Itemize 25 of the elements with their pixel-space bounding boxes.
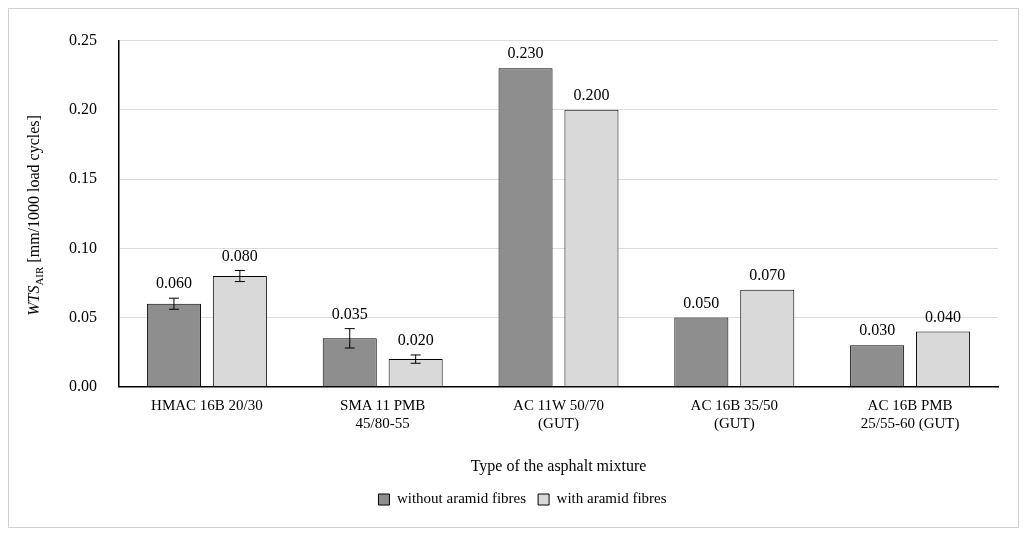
data-label: 0.070: [749, 266, 786, 284]
y-tick-label: 0.05: [69, 307, 97, 325]
legend-label: with aramid fibres: [556, 490, 667, 507]
x-tick-label: HMAC 16B 20/30: [151, 396, 263, 413]
y-axis-title: WTSAIR [mm/1000 load cycles]: [25, 115, 45, 316]
data-label: 0.060: [155, 274, 192, 292]
data-label: 0.030: [859, 321, 896, 339]
x-tick-label: AC 16B 35/50 (GUT): [690, 396, 779, 432]
data-label: 0.040: [925, 307, 962, 325]
y-tick-label: 0.20: [69, 100, 97, 118]
data-label: 0.080: [221, 246, 258, 264]
data-label: 0.050: [683, 293, 720, 311]
x-tick-label: AC 11W 50/70 (GUT): [513, 396, 604, 432]
data-label: 0.020: [397, 331, 434, 349]
y-tick-label: 0.00: [69, 377, 97, 394]
y-tick-label: 0.15: [69, 169, 97, 187]
legend-label: without aramid fibres: [396, 490, 527, 507]
x-tick-label: AC 16B PMB 25/55-60 (GUT): [860, 396, 960, 432]
y-tick-label: 0.10: [69, 238, 97, 256]
data-label: 0.200: [573, 86, 610, 104]
x-tick-label: SMA 11 PMB 45/80-55: [340, 396, 426, 431]
data-label: 0.230: [507, 44, 544, 62]
data-label: 0.035: [331, 304, 368, 322]
x-axis-title: Type of the asphalt mixture: [470, 456, 647, 475]
y-tick-label: 0.25: [69, 30, 97, 48]
